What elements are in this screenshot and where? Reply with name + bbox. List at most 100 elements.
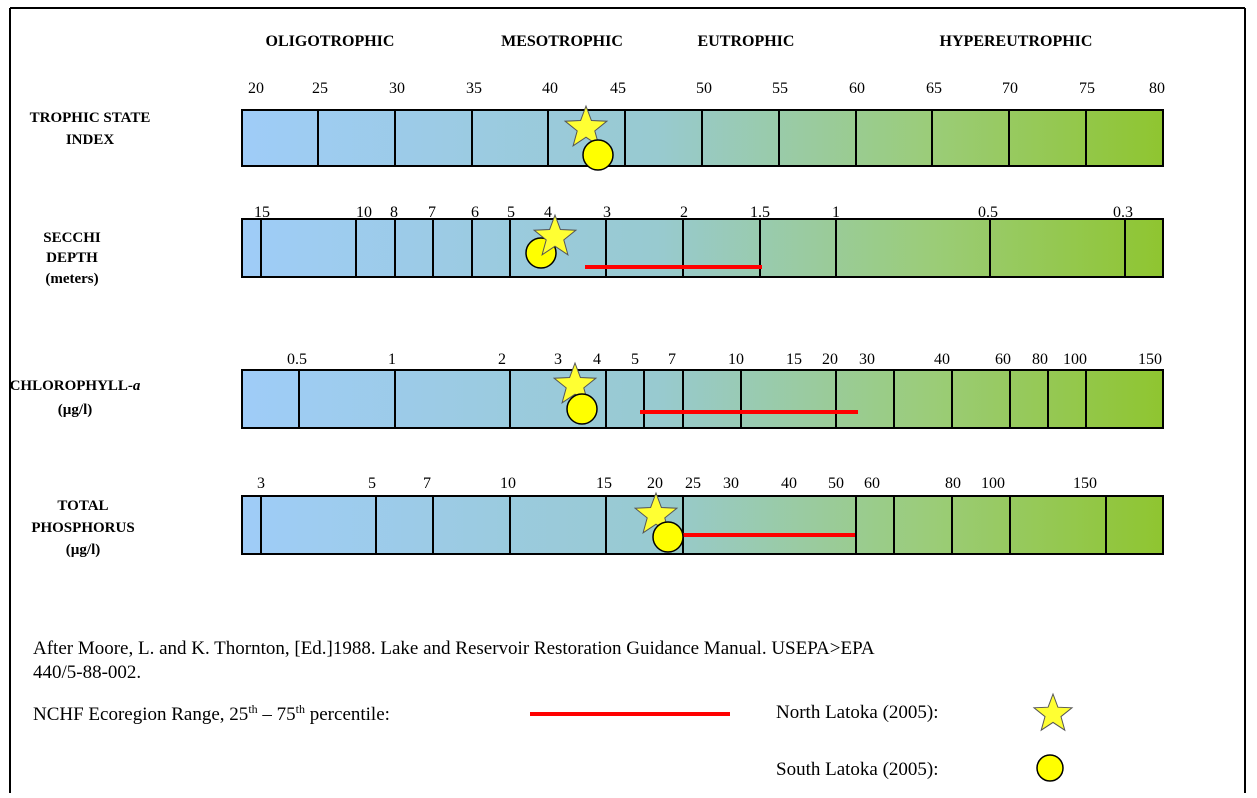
tick-label: 100 (1063, 351, 1087, 368)
tick-label: 3 (554, 351, 562, 368)
tick-label: 3 (257, 475, 265, 492)
tick-label: 30 (389, 80, 405, 97)
tick-label: 70 (1002, 80, 1018, 97)
north-latoka-marker (552, 361, 598, 404)
south-latoka-marker (652, 521, 684, 553)
tick-label: 75 (1079, 80, 1095, 97)
north-latoka-marker (532, 213, 578, 256)
tick-label: 80 (1149, 80, 1165, 97)
scale-label-part: (µg/l) (58, 402, 92, 418)
legend-range-label: NCHF Ecoregion Range, 25th – 75th percen… (33, 702, 390, 725)
tick-label: 7 (423, 475, 431, 492)
scale-bar (241, 369, 1164, 429)
tick-label: 30 (723, 475, 739, 492)
legend-range-part: th (296, 702, 305, 716)
category-header: EUTROPHIC (698, 33, 795, 50)
category-header: MESOTROPHIC (501, 33, 623, 50)
scale-label-part: (µg/l) (66, 542, 100, 558)
scale-label-part: SECCHI (43, 230, 101, 246)
south-latoka-marker (566, 393, 598, 425)
tick-label: 80 (1032, 351, 1048, 368)
tick-label: 5 (507, 204, 515, 221)
tick-label: 4 (544, 204, 552, 221)
scale-label-part: DEPTH (46, 250, 98, 266)
scale-label-part: INDEX (66, 132, 115, 148)
citation: 440/5-88-002. (33, 662, 141, 683)
tick-label: 10 (500, 475, 516, 492)
tick-label: 8 (390, 204, 398, 221)
scale-label: PHOSPHORUS (31, 520, 134, 536)
north-latoka-marker (633, 491, 679, 534)
scale-label: SECCHI (43, 230, 101, 246)
tick-label: 1 (832, 204, 840, 221)
scale-label-part: PHOSPHORUS (31, 520, 134, 536)
tick-label: 50 (696, 80, 712, 97)
tick-label: 15 (596, 475, 612, 492)
north-latoka-marker (563, 104, 609, 147)
legend-range-part: – 75 (258, 704, 296, 725)
tick-label: 15 (254, 204, 270, 221)
scale-label: TROPHIC STATE (30, 110, 151, 126)
tick-label: 40 (542, 80, 558, 97)
tick-label: 150 (1073, 475, 1097, 492)
scale-label: CHLOROPHYLL-a (10, 378, 141, 394)
legend-north-marker (1032, 692, 1074, 732)
tick-label: 25 (685, 475, 701, 492)
scale-label: TOTAL (57, 498, 108, 514)
tick-label: 1.5 (750, 204, 770, 221)
tick-label: 6 (471, 204, 479, 221)
legend-range-part: NCHF Ecoregion Range, 25 (33, 704, 248, 725)
legend-south-marker (1036, 754, 1064, 782)
tick-label: 7 (428, 204, 436, 221)
tick-label: 15 (786, 351, 802, 368)
tick-label: 5 (368, 475, 376, 492)
tick-label: 150 (1138, 351, 1162, 368)
tick-label: 10 (356, 204, 372, 221)
legend-range-part: th (248, 702, 257, 716)
tick-label: 4 (593, 351, 601, 368)
category-header: OLIGOTROPHIC (266, 33, 395, 50)
category-header: HYPEREUTROPHIC (940, 33, 1093, 50)
scale-label: INDEX (66, 132, 115, 148)
scale-label: (meters) (45, 271, 98, 287)
tick-label: 20 (248, 80, 264, 97)
tick-label: 60 (849, 80, 865, 97)
tick-label: 7 (668, 351, 676, 368)
tick-label: 80 (945, 475, 961, 492)
scale-label-part: (meters) (45, 271, 98, 287)
legend-south-label: South Latoka (2005): (776, 759, 939, 780)
tick-label: 2 (498, 351, 506, 368)
scale-label: (µg/l) (58, 402, 92, 418)
scale-label-part: TOTAL (57, 498, 108, 514)
tick-label: 60 (864, 475, 880, 492)
tick-label: 55 (772, 80, 788, 97)
tick-label: 40 (934, 351, 950, 368)
tick-label: 20 (647, 475, 663, 492)
south-latoka-marker (582, 139, 614, 171)
scale-label-part: a (133, 378, 141, 394)
scale-bar (241, 495, 1164, 555)
tick-label: 25 (312, 80, 328, 97)
tick-label: 0.3 (1113, 204, 1133, 221)
legend-north-label: North Latoka (2005): (776, 702, 939, 723)
tick-label: 45 (610, 80, 626, 97)
legend-range-part: percentile: (305, 704, 390, 725)
tick-label: 30 (859, 351, 875, 368)
tick-label: 10 (728, 351, 744, 368)
tick-label: 20 (822, 351, 838, 368)
tick-label: 3 (603, 204, 611, 221)
tick-label: 65 (926, 80, 942, 97)
tick-label: 35 (466, 80, 482, 97)
scale-label: DEPTH (46, 250, 98, 266)
tick-label: 0.5 (287, 351, 307, 368)
tick-label: 5 (631, 351, 639, 368)
scale-label-part: TROPHIC STATE (30, 110, 151, 126)
tick-label: 2 (680, 204, 688, 221)
tick-label: 100 (981, 475, 1005, 492)
scale-label-part: CHLOROPHYLL- (10, 378, 133, 394)
tick-label: 50 (828, 475, 844, 492)
tick-label: 40 (781, 475, 797, 492)
citation: After Moore, L. and K. Thornton, [Ed.]19… (33, 638, 875, 659)
scale-label: (µg/l) (66, 542, 100, 558)
